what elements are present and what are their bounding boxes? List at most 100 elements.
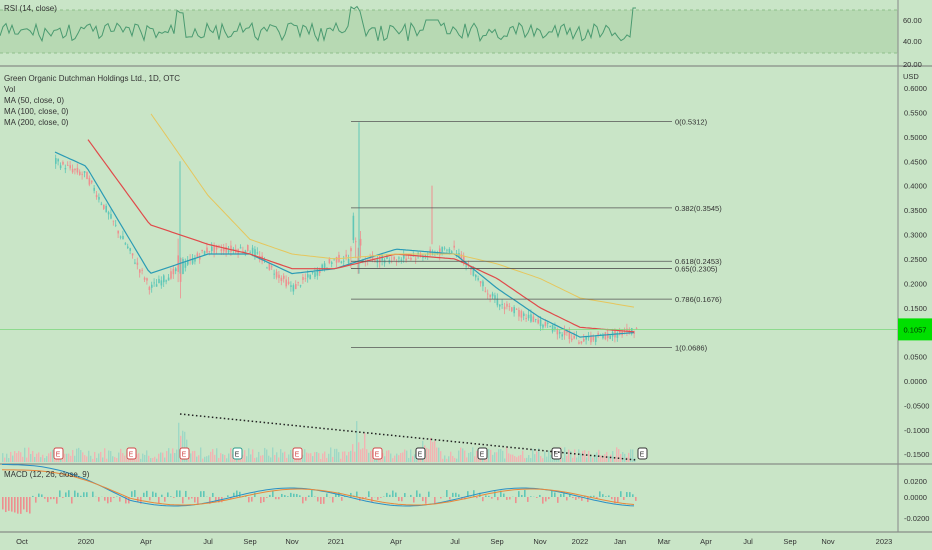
candle-body xyxy=(79,171,81,175)
macd-histogram-bar xyxy=(215,497,217,502)
price-tick-label: 0.0000 xyxy=(904,377,927,386)
macd-histogram-bar xyxy=(245,496,247,497)
indicator-vol: Vol xyxy=(4,85,16,94)
candle-body xyxy=(189,258,191,260)
volume-bar xyxy=(222,454,224,462)
volume-bar xyxy=(526,457,528,462)
candle-body xyxy=(83,171,86,173)
macd-histogram-bar xyxy=(209,497,211,504)
volume-bar xyxy=(2,453,4,462)
volume-bar xyxy=(90,455,92,462)
volume-bar xyxy=(288,454,290,462)
candle-body xyxy=(446,249,448,251)
macd-histogram-bar xyxy=(110,497,112,503)
volume-bar xyxy=(214,454,216,462)
current-price-label: 0.1057 xyxy=(904,325,927,334)
candle-body xyxy=(232,248,235,251)
volume-bar xyxy=(194,450,196,462)
volume-bar xyxy=(160,452,162,462)
volume-bar xyxy=(14,451,16,462)
volume-bar xyxy=(74,455,76,462)
volume-bar xyxy=(208,455,210,462)
candle-body xyxy=(302,277,304,280)
macd-histogram-bar xyxy=(65,492,67,497)
candle-body xyxy=(386,255,388,259)
volume-bar xyxy=(492,454,494,462)
time-axis-label: Nov xyxy=(821,537,835,546)
time-axis-label: Sep xyxy=(490,537,503,546)
volume-bar xyxy=(386,450,388,462)
macd-histogram-bar xyxy=(491,497,493,499)
macd-histogram-bar xyxy=(281,493,283,497)
candle-body xyxy=(225,247,227,253)
time-axis-label: Apr xyxy=(390,537,402,546)
volume-bar xyxy=(548,450,550,462)
volume-bar xyxy=(616,447,618,462)
candle-body xyxy=(472,268,475,276)
macd-histogram-bar xyxy=(572,497,574,499)
macd-histogram-bar xyxy=(290,492,292,497)
time-axis-label: 2021 xyxy=(328,537,345,546)
price-tick-label: 0.5000 xyxy=(904,133,927,142)
macd-histogram-bar xyxy=(305,497,307,501)
candle-body xyxy=(616,332,619,338)
candle-body xyxy=(635,328,638,330)
volume-bar xyxy=(358,442,360,462)
candle-body xyxy=(400,259,403,262)
time-axis-label: 2023 xyxy=(876,537,893,546)
candle-body xyxy=(146,278,148,281)
volume-bar xyxy=(570,451,572,462)
macd-histogram-bar xyxy=(2,497,4,510)
candle-body xyxy=(239,247,242,249)
fib-level-label: 0.382(0.3545) xyxy=(675,204,722,213)
volume-bar xyxy=(282,452,284,462)
volume-bar xyxy=(54,457,56,462)
macd-histogram-bar xyxy=(635,497,637,501)
macd-histogram-bar xyxy=(401,497,403,502)
volume-bar xyxy=(210,451,212,462)
volume-bar xyxy=(404,449,406,462)
macd-histogram-bar xyxy=(380,497,382,498)
volume-bar xyxy=(588,450,590,462)
macd-histogram-bar xyxy=(332,497,334,503)
ma100-line xyxy=(87,139,635,333)
volume-bar xyxy=(140,458,142,462)
macd-histogram-bar xyxy=(236,490,238,497)
macd-histogram-bar xyxy=(545,497,547,502)
macd-histogram-bar xyxy=(308,495,310,497)
candle-body xyxy=(100,203,103,205)
macd-histogram-bar xyxy=(26,497,28,513)
volume-bar xyxy=(592,457,594,462)
volume-bar xyxy=(30,453,32,462)
candle-body xyxy=(455,253,458,255)
volume-bar xyxy=(124,455,126,462)
volume-bar xyxy=(408,457,410,462)
candle-body xyxy=(81,173,83,175)
macd-histogram-bar xyxy=(608,495,610,497)
volume-bar xyxy=(34,456,36,462)
volume-bar xyxy=(110,451,112,462)
candle-body xyxy=(311,271,314,273)
macd-histogram-bar xyxy=(251,497,253,502)
volume-bar xyxy=(390,453,392,462)
volume-bar xyxy=(472,447,474,462)
earnings-marker xyxy=(126,447,137,460)
volume-bar xyxy=(28,447,30,462)
macd-histogram-bar xyxy=(173,497,175,498)
volume-bar xyxy=(100,451,102,462)
price-tick-label: -0.1000 xyxy=(904,426,929,435)
volume-bar xyxy=(434,440,436,462)
macd-histogram-bar xyxy=(503,493,505,497)
volume-bar xyxy=(48,453,50,462)
volume-bar xyxy=(392,458,394,462)
price-tick-label: 0.4500 xyxy=(904,157,927,166)
macd-histogram-bar xyxy=(20,497,22,514)
candle-body xyxy=(119,236,122,238)
macd-histogram-bar xyxy=(587,497,589,503)
candle-body xyxy=(266,267,268,269)
volume-bar xyxy=(314,452,316,462)
candle-body xyxy=(203,251,206,256)
volume-bar xyxy=(252,449,254,462)
volume-bar xyxy=(624,453,626,462)
